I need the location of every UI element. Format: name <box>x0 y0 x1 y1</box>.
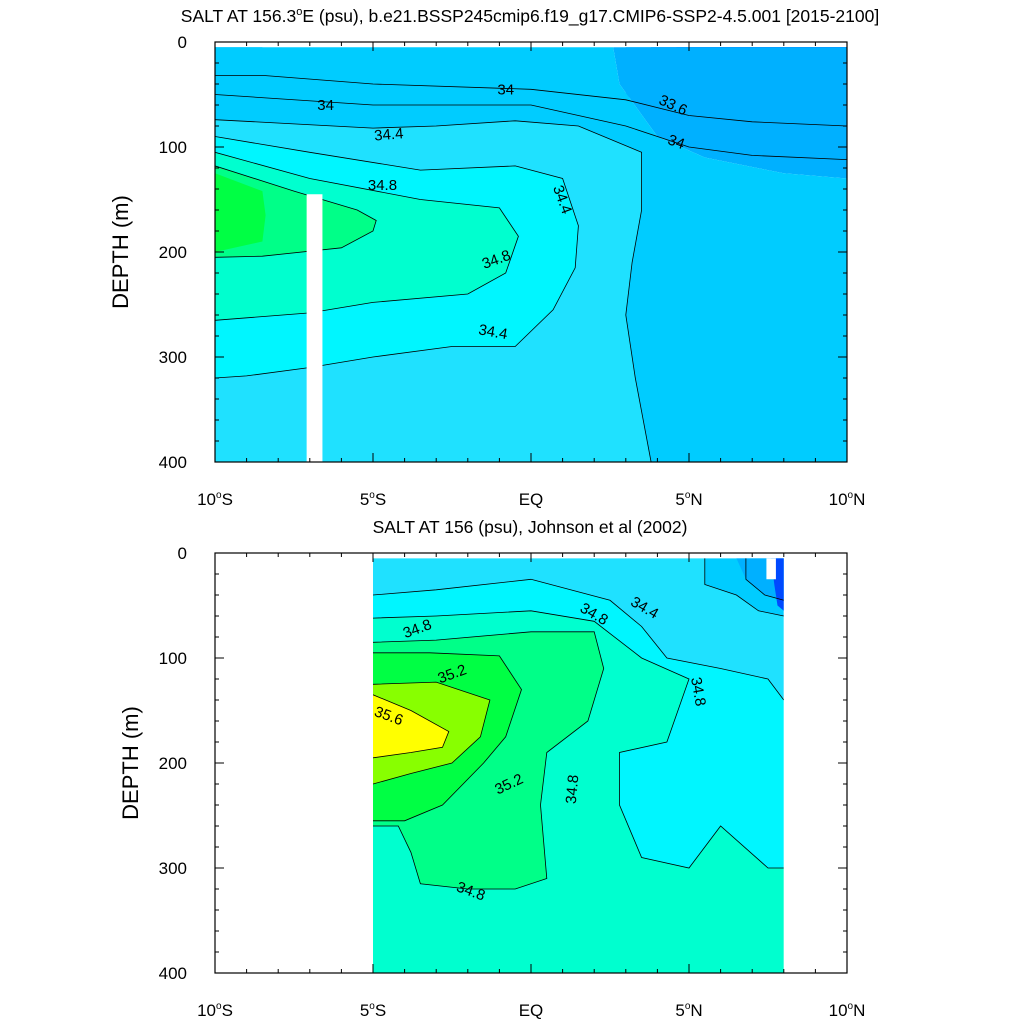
bottom-y-tick-label-1: 100 <box>159 649 187 668</box>
bottom-panel-title: SALT AT 156 (psu), Johnson et al (2002) <box>373 517 688 537</box>
bottom-panel: SALT AT 156 (psu), Johnson et al (2002) … <box>118 517 865 1020</box>
top-contour-label-1: 34 <box>497 81 514 98</box>
top-y-tick-label-2: 200 <box>159 243 187 262</box>
bottom-salinity-band-34-4-3 <box>373 558 784 700</box>
top-y-tick-label-3: 300 <box>159 348 187 367</box>
top-contour-label-0: 34 <box>317 97 334 114</box>
top-panel-title-part-1: SALT AT 156.3 <box>181 6 296 26</box>
top-x-tick-label-3: 5oN <box>675 490 702 509</box>
bottom-contour-line-3 <box>373 652 522 822</box>
bottom-contour-line-4 <box>373 681 491 785</box>
bottom-x-tick-label-3: 5oN <box>675 1001 702 1020</box>
bottom-x-tick-label-0: 10oS <box>197 1001 233 1020</box>
top-contour-label-4: 34.4 <box>374 125 405 144</box>
top-contour-label-3: 34 <box>665 131 686 153</box>
bottom-contour-label-7: 34.8 <box>563 774 582 805</box>
top-contour-line-5 <box>215 165 377 258</box>
top-x-tick-label-0: 10oS <box>197 490 233 509</box>
bottom-x-tick-label-2: EQ <box>519 1001 544 1020</box>
bottom-salinity-field: 34.834.8 34.435.234.835.635.2 34.834.8 <box>373 558 784 973</box>
top-panel-title-part-2: E (psu), b.e21.BSSP245cmip6.f19_g17.CMIP… <box>302 6 879 27</box>
top-contour-line-2 <box>215 119 652 462</box>
bottom-contour-line-7 <box>745 558 784 601</box>
bottom-y-tick-label-3: 300 <box>159 859 187 878</box>
bottom-contour-line-2 <box>373 631 605 890</box>
top-contour-label-7: 34.8 <box>368 177 397 194</box>
top-salinity-band-35-2-11 <box>215 173 266 252</box>
bottom-contour-line-0 <box>373 578 784 701</box>
top-contour-label-6: 34.4 <box>477 321 509 343</box>
bottom-contour-label-4: 34.8 <box>687 676 709 708</box>
bottom-x-tick-label-4: 10oN <box>829 1001 866 1020</box>
top-panel-y-axis-label: DEPTH (m) <box>108 195 133 309</box>
bottom-salinity-band-34-6-4 <box>373 579 784 868</box>
top-y-tick-label-4: 400 <box>159 453 187 472</box>
top-x-tick-label-2: EQ <box>519 490 544 509</box>
top-y-tick-label-1: 100 <box>159 138 187 157</box>
top-salinity-band-34-5 <box>613 47 847 179</box>
bottom-x-tick-label-1: 5oS <box>360 1001 386 1020</box>
bottom-y-tick-label-2: 200 <box>159 754 187 773</box>
top-contour-line-4 <box>215 151 519 321</box>
top-panel-title: SALT AT 156.3oE (psu), b.e21.BSSP245cmip… <box>181 6 879 27</box>
bottom-contour-line-5 <box>373 694 450 759</box>
bottom-y-tick-label-4: 400 <box>159 964 187 983</box>
top-contour-line-0 <box>215 75 847 127</box>
bottom-salinity-band-35-6-9 <box>373 694 449 758</box>
bottom-contour-line-1 <box>373 610 784 869</box>
top-x-tick-label-1: 5oS <box>360 490 386 509</box>
top-missing-data-0 <box>306 194 323 462</box>
top-y-tick-label-0: 0 <box>178 33 187 52</box>
bottom-contour-line-6 <box>704 558 784 617</box>
bottom-missing-data-0 <box>766 558 776 580</box>
bottom-y-tick-label-0: 0 <box>178 544 187 563</box>
top-x-tick-label-4: 10oN <box>829 490 866 509</box>
bottom-plot-area: 34.834.8 34.435.234.835.635.2 34.834.810oS… <box>159 544 866 1020</box>
top-panel-title-degree: o <box>296 6 302 18</box>
bottom-panel-y-axis-label: DEPTH (m) <box>118 706 143 820</box>
top-panel: SALT AT 156.3oE (psu), b.e21.BSSP245cmip… <box>108 6 879 509</box>
top-contour-line-1 <box>215 94 847 160</box>
